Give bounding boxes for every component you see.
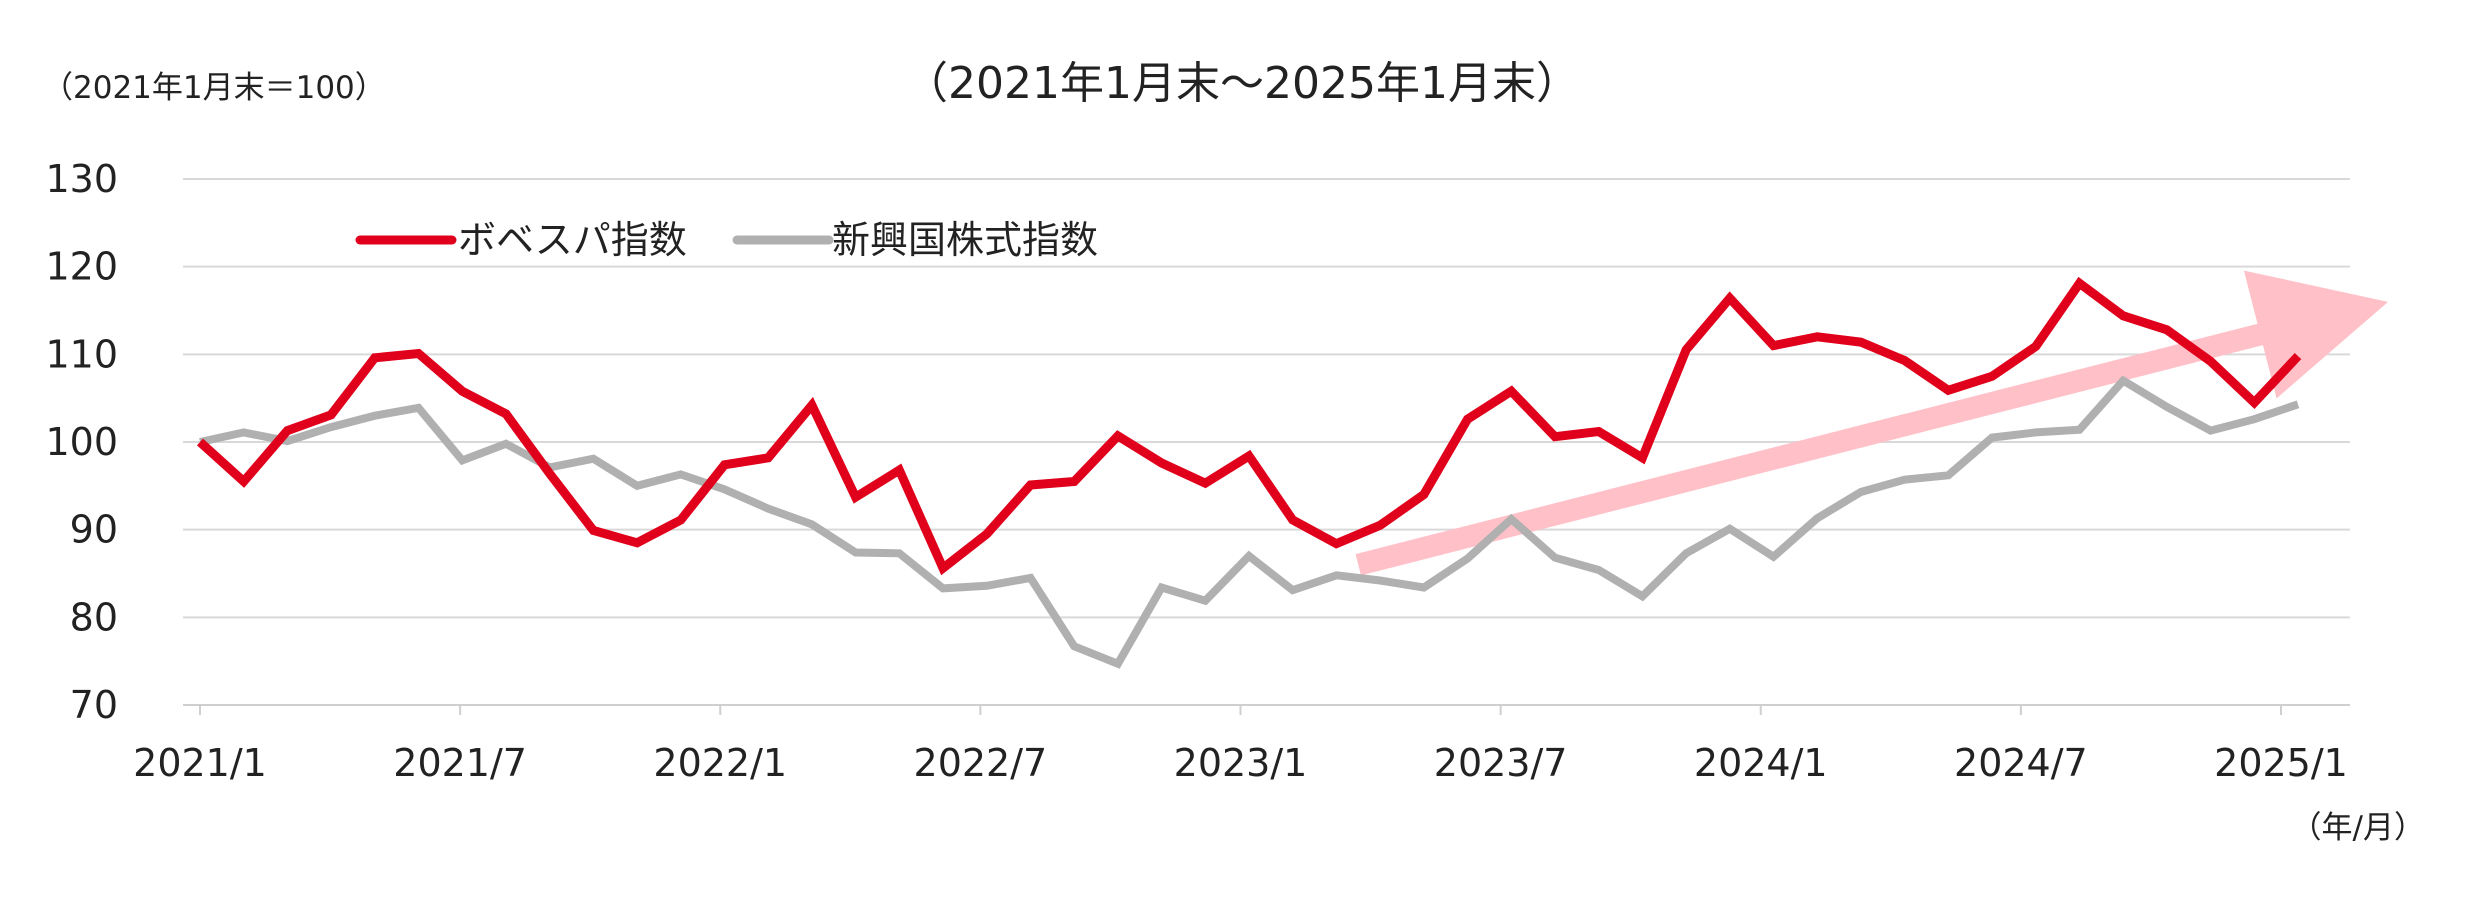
x-tick-label: 2023/7 xyxy=(1434,741,1568,785)
legend-label: ボベスパ指数 xyxy=(458,218,687,262)
y-tick-label: 100 xyxy=(45,420,118,464)
y-tick-label: 120 xyxy=(45,245,118,289)
x-tick-label: 2024/7 xyxy=(1954,741,2088,785)
series-lines xyxy=(196,276,2302,669)
y-tick-label: 70 xyxy=(70,683,118,727)
legend-label: 新興国株式指数 xyxy=(832,218,1098,262)
y-axis-unit-label: （2021年1月末＝100） xyxy=(42,70,386,106)
gridlines xyxy=(183,178,2350,706)
x-tick-label: 2025/1 xyxy=(2214,741,2348,785)
x-tick-label: 2021/7 xyxy=(393,741,527,785)
x-tick-label: 2023/1 xyxy=(1174,741,1308,785)
x-tick-label: 2021/1 xyxy=(133,741,267,785)
series-line-bovespa xyxy=(196,276,2302,576)
x-tick-label: 2022/1 xyxy=(653,741,787,785)
x-tick-label: 2024/1 xyxy=(1694,741,1828,785)
y-tick-label: 110 xyxy=(45,332,118,376)
chart-title: （2021年1月末～2025年1月末） xyxy=(904,58,1580,109)
x-axis: 2021/1 2021/7 2022/1 2022/7 2023/1 2023/7 2024… xyxy=(133,705,2348,785)
legend: ボベスパ指数 新興国株式指数 xyxy=(355,218,1098,262)
y-tick-label: 130 xyxy=(45,157,118,201)
x-axis-unit-label: （年/月） xyxy=(2291,810,2425,846)
y-axis-ticks: 130 120 110 100 90 80 70 xyxy=(45,157,118,727)
x-tick-label: 2022/7 xyxy=(914,741,1048,785)
y-tick-label: 90 xyxy=(70,508,118,552)
y-tick-label: 80 xyxy=(70,595,118,639)
